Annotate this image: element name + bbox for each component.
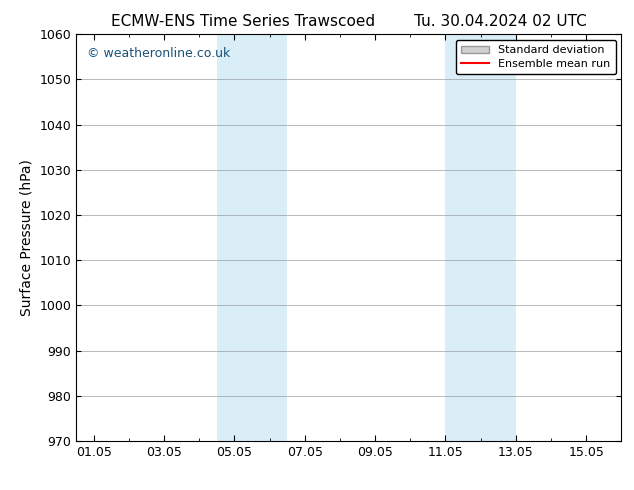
Y-axis label: Surface Pressure (hPa): Surface Pressure (hPa) [20, 159, 34, 316]
Legend: Standard deviation, Ensemble mean run: Standard deviation, Ensemble mean run [456, 40, 616, 74]
Bar [446, 34, 516, 441]
Title: ECMW-ENS Time Series Trawscoed        Tu. 30.04.2024 02 UTC: ECMW-ENS Time Series Trawscoed Tu. 30.04… [111, 14, 586, 29]
Text: © weatheronline.co.uk: © weatheronline.co.uk [87, 47, 230, 59]
Bar [217, 34, 287, 441]
